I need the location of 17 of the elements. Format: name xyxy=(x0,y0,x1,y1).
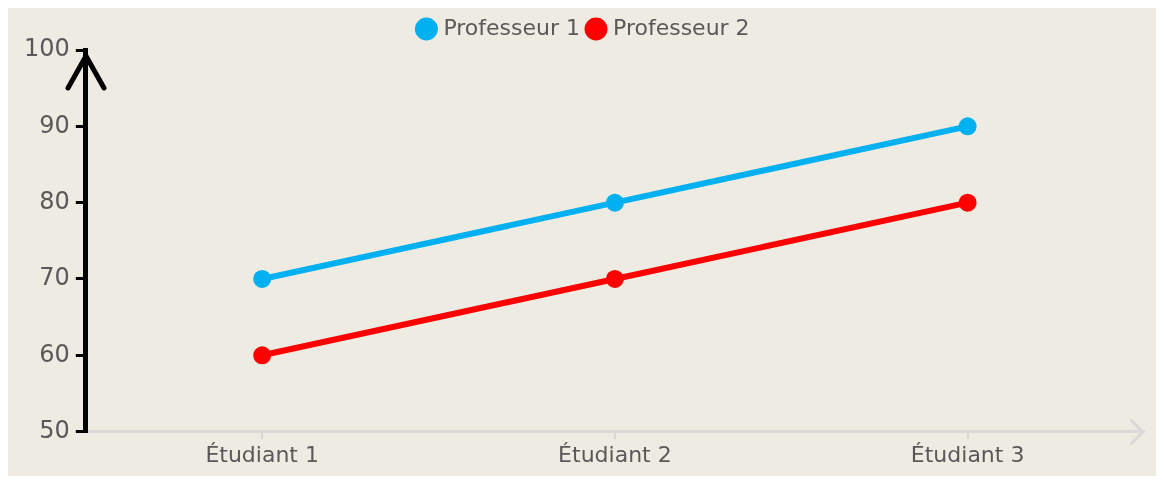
point xyxy=(253,269,272,288)
y-tick-label: 80 xyxy=(39,186,70,215)
legend-label: Professeur 2 xyxy=(613,14,750,40)
point xyxy=(253,346,272,365)
y-tick-label: 70 xyxy=(39,263,70,292)
x-tick-label: Étudiant 2 xyxy=(558,441,672,467)
point xyxy=(605,269,624,288)
x-tick-label: Étudiant 1 xyxy=(205,441,319,467)
point xyxy=(958,193,977,212)
y-tick-label: 50 xyxy=(39,415,70,444)
y-tick-label: 100 xyxy=(24,34,70,63)
y-tick-label: 60 xyxy=(39,339,70,368)
x-tick-label: Étudiant 3 xyxy=(910,441,1025,467)
legend-label: Professeur 1 xyxy=(443,14,581,40)
point xyxy=(958,117,977,136)
point xyxy=(605,193,624,212)
y-tick-label: 90 xyxy=(39,110,70,139)
